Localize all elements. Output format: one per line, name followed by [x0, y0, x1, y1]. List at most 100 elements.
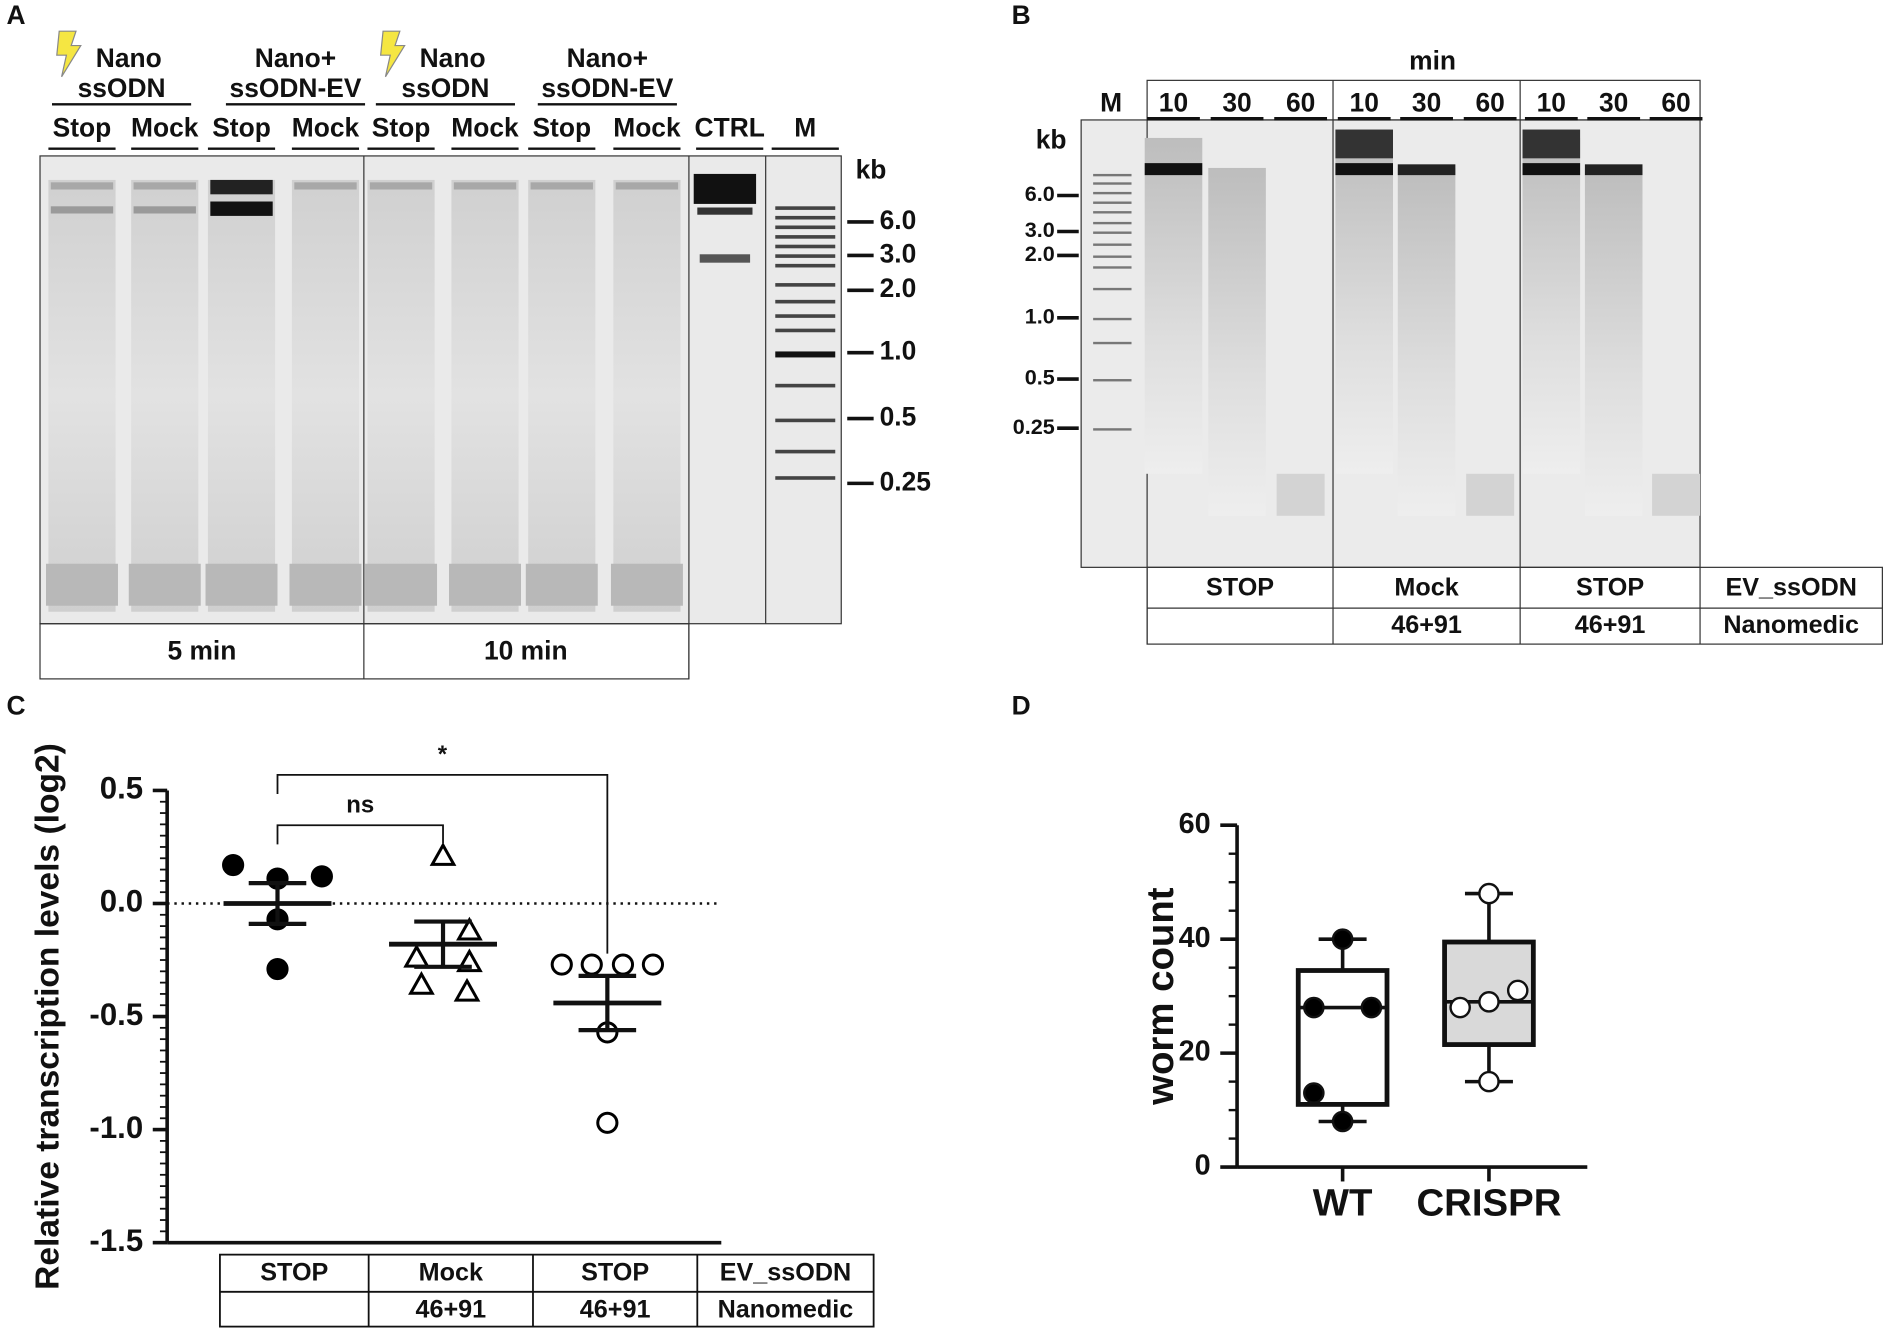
table-cell: STOP: [1576, 574, 1644, 602]
band: [693, 173, 757, 204]
table-cell: STOP: [1206, 574, 1274, 602]
band: [615, 182, 679, 190]
lane-smear: [1584, 167, 1643, 516]
table-cell: STOP: [260, 1258, 328, 1286]
ladder-band: [775, 351, 836, 358]
lane-label: M: [1100, 87, 1122, 117]
lane-smear: [207, 179, 276, 612]
ladder-band: [1093, 211, 1132, 214]
data-point: [403, 943, 430, 968]
bolt-icon: [379, 30, 406, 78]
ladder-band: [1093, 182, 1132, 185]
band: [453, 182, 517, 190]
ladder-band: [1093, 191, 1132, 195]
ladder-band: [1093, 243, 1132, 246]
ladder-band: [1093, 255, 1132, 258]
lane-label: Mock: [131, 113, 199, 143]
band: [1522, 129, 1581, 159]
marker-label: 3.0: [1025, 217, 1055, 242]
lane-smear: [1208, 167, 1266, 516]
group-label: Nano: [96, 43, 162, 73]
band: [1584, 164, 1643, 176]
unit-label: kb: [1036, 125, 1067, 155]
band: [210, 201, 273, 216]
data-point: [1331, 1110, 1354, 1133]
data-point: [580, 953, 603, 976]
y-tick-label: -1.5: [89, 1223, 143, 1258]
y-tick-label: -0.5: [89, 997, 143, 1032]
ladder-band: [775, 225, 836, 230]
table-cell: 46+91: [415, 1296, 486, 1324]
data-point: [310, 865, 333, 888]
ladder-band: [775, 263, 836, 268]
data-point: [266, 957, 289, 981]
y-axis-label: worm count: [1139, 887, 1182, 1106]
data-point: [596, 1111, 619, 1134]
marker-label: 3.0: [880, 238, 917, 268]
lane-label: 10: [1350, 87, 1379, 117]
band: [530, 182, 593, 190]
band: [369, 182, 433, 190]
data-point: [429, 842, 457, 866]
ladder-band: [775, 283, 836, 287]
ladder-band: [1093, 266, 1132, 269]
table-row-label: EV_ssODN: [720, 1258, 852, 1286]
y-axis-label: Relative transcription levels (log2): [29, 743, 66, 1290]
table-row-label: Nanomedic: [1723, 611, 1859, 639]
x-tick-label: WT: [1313, 1182, 1373, 1225]
lane-label: 60: [1475, 87, 1504, 117]
data-point: [408, 971, 435, 995]
lane-label: Stop: [53, 113, 112, 143]
data-point: [1360, 996, 1383, 1019]
lane-smear: [613, 179, 681, 612]
table-row-label: Nanomedic: [718, 1296, 854, 1324]
ladder-band: [775, 314, 836, 318]
lane-label: Stop: [372, 113, 431, 143]
lane-smear: [131, 179, 199, 612]
data-point: [1449, 996, 1471, 1019]
table-frame: [219, 1253, 875, 1328]
y-tick-label: 0.0: [100, 884, 143, 919]
panel-letter: D: [1012, 691, 1031, 721]
group-label: Nano: [420, 43, 486, 73]
band: [525, 563, 598, 606]
ladder-band: [1093, 201, 1132, 204]
band: [210, 179, 273, 195]
band: [294, 182, 357, 190]
y-tick-label: 20: [1179, 1036, 1211, 1068]
data-point: [1303, 1082, 1325, 1104]
table-cell: 46+91: [580, 1296, 651, 1324]
data-point: [641, 953, 665, 976]
data-point: [1303, 996, 1325, 1019]
marker-label: 0.5: [880, 402, 917, 432]
band: [610, 563, 683, 606]
band: [289, 563, 362, 606]
marker-label: 6.0: [880, 205, 917, 235]
data-point: [222, 853, 245, 877]
lane-label: Mock: [451, 113, 519, 143]
data-point: [1478, 1070, 1500, 1093]
table-cell: Mock: [419, 1258, 484, 1286]
marker-label: 2.0: [1025, 241, 1055, 266]
lane-label: 60: [1286, 87, 1315, 117]
band: [697, 207, 753, 215]
lane-label: Stop: [532, 113, 591, 143]
data-point: [550, 953, 573, 976]
lane-smear: [1397, 167, 1456, 516]
significance-label: *: [438, 741, 448, 768]
ladder-band: [1093, 379, 1132, 382]
lane-label: M: [794, 113, 816, 143]
ladder-band: [1093, 428, 1132, 431]
ladder-band: [775, 383, 836, 388]
ladder-band: [775, 235, 836, 239]
marker-label: 1.0: [1025, 304, 1055, 329]
lane-label: Mock: [613, 113, 681, 143]
header-label: min: [1409, 45, 1456, 75]
marker-label: 0.5: [1025, 365, 1055, 390]
table-cell: 46+91: [1391, 611, 1462, 639]
lane-smear: [528, 179, 596, 612]
band: [449, 563, 521, 606]
band: [133, 182, 196, 190]
data-point: [1506, 979, 1529, 1002]
